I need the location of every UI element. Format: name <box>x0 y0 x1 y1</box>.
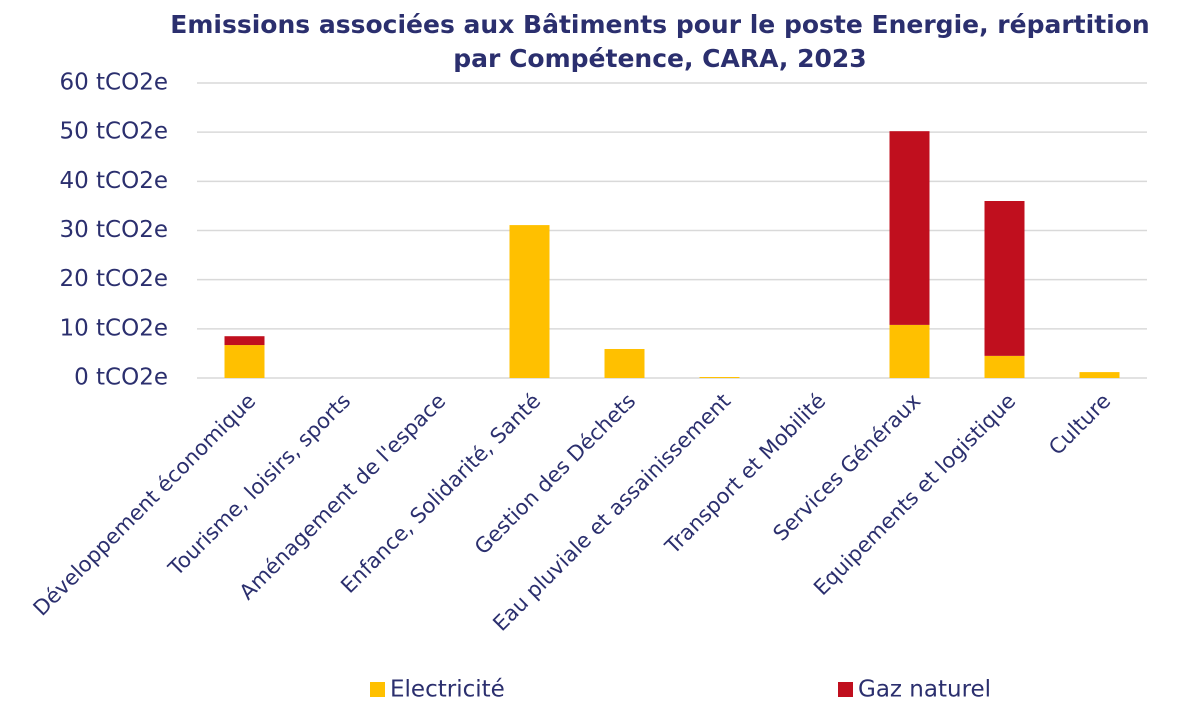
x-tick-label: Equipements et logistique <box>809 389 1020 600</box>
legend-label: Gaz naturel <box>858 677 991 703</box>
bar-segment <box>984 355 1025 378</box>
legend-label: Electricité <box>390 677 505 703</box>
bar-segment <box>889 324 930 378</box>
y-tick-label: 0 tCO2e <box>74 365 168 391</box>
x-tick-label: Enfance, Solidarité, Santé <box>336 389 545 598</box>
bar-segment <box>889 131 930 325</box>
x-tick-label: Tourisme, loisirs, sports <box>163 389 355 581</box>
y-tick-label: 60 tCO2e <box>59 70 168 96</box>
x-tick-label: Culture <box>1044 389 1115 460</box>
x-tick-label: Transport et Mobilité <box>660 389 830 559</box>
bar-segment <box>224 345 265 378</box>
y-tick-label: 50 tCO2e <box>59 119 168 145</box>
bar-segment <box>604 348 645 378</box>
y-tick-label: 30 tCO2e <box>59 217 168 243</box>
y-tick-label: 10 tCO2e <box>59 315 168 341</box>
y-tick-label: 40 tCO2e <box>59 168 168 194</box>
x-tick-label: Gestion des Déchets <box>470 389 640 559</box>
x-tick-label: Aménagement de l'espace <box>235 389 451 605</box>
legend-swatch <box>838 682 853 697</box>
legend-swatch <box>370 682 385 697</box>
bar-segment <box>984 201 1025 356</box>
y-tick-label: 20 tCO2e <box>59 266 168 292</box>
bar-segment <box>699 377 740 378</box>
bar-segment <box>509 225 550 378</box>
chart-title: Emissions associées aux Bâtiments pour l… <box>170 10 1150 73</box>
bar-segment <box>1079 372 1120 378</box>
bar-segment <box>224 336 265 346</box>
